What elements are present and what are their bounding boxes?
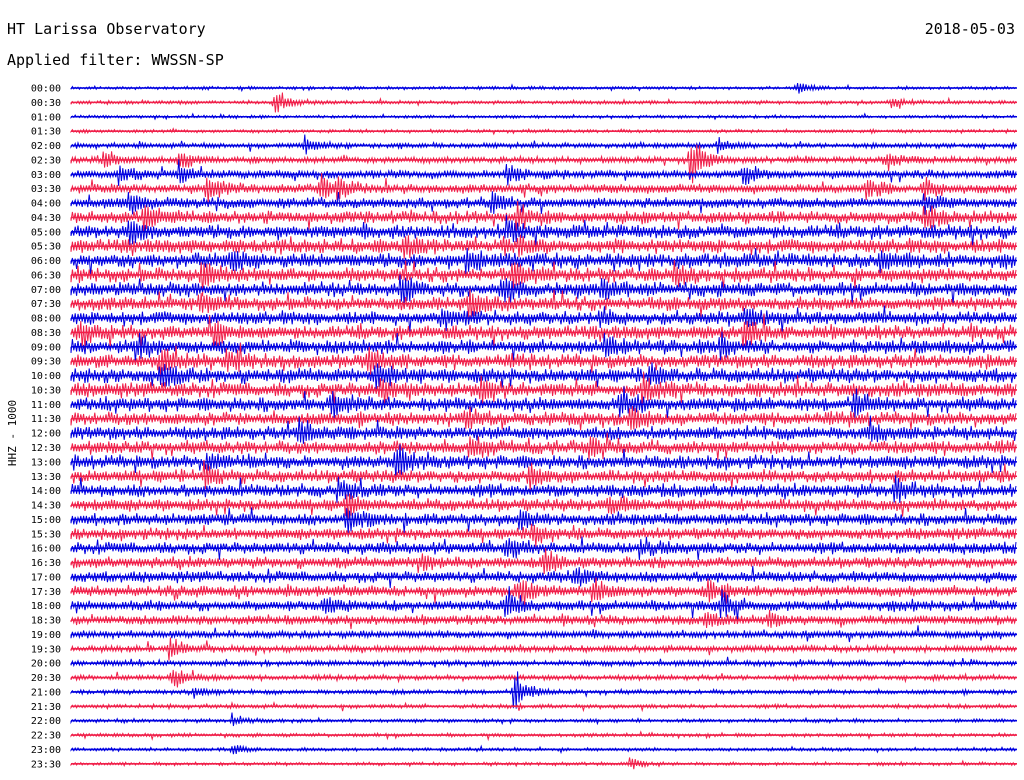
row-label: 03:00 <box>31 170 61 181</box>
row-label: 09:00 <box>31 342 61 353</box>
row-label: 04:30 <box>31 213 61 224</box>
row-label: 06:00 <box>31 256 61 267</box>
row-label: 18:30 <box>31 616 61 627</box>
row-label: 08:30 <box>31 328 61 339</box>
trace-line <box>70 712 1017 727</box>
row-label: 08:00 <box>31 314 61 325</box>
row-label: 04:00 <box>31 199 61 210</box>
row-label: 02:30 <box>31 155 61 166</box>
row-label: 05:00 <box>31 227 61 238</box>
row-label: 03:30 <box>31 184 61 195</box>
traces <box>70 83 1017 770</box>
trace-line <box>70 214 1017 247</box>
row-label: 18:00 <box>31 601 61 612</box>
row-label: 20:30 <box>31 673 61 684</box>
row-label: 21:30 <box>31 702 61 713</box>
row-label: 06:30 <box>31 270 61 281</box>
row-label: 14:00 <box>31 486 61 497</box>
trace-line <box>70 523 1017 547</box>
trace-line <box>70 159 1017 186</box>
row-label: 10:00 <box>31 371 61 382</box>
row-label: 07:30 <box>31 299 61 310</box>
trace-line <box>70 475 1017 503</box>
trace-line <box>70 548 1017 575</box>
row-label: 23:00 <box>31 745 61 756</box>
row-label: 11:00 <box>31 400 61 411</box>
trace-line <box>70 565 1017 589</box>
row-labels: 00:00 00:30 01:00 01:30 02:00 02:30 03:00 03:30… <box>31 84 61 771</box>
trace-line <box>70 134 1017 155</box>
row-label: 00:30 <box>31 98 61 109</box>
row-label: 23:30 <box>31 759 61 770</box>
row-label: 16:30 <box>31 558 61 569</box>
row-label: 13:00 <box>31 457 61 468</box>
row-label: 10:30 <box>31 385 61 396</box>
row-label: 01:00 <box>31 112 61 123</box>
row-label: 00:00 <box>31 84 61 95</box>
row-label: 12:00 <box>31 429 61 440</box>
row-label: 19:00 <box>31 630 61 641</box>
row-label: 22:00 <box>31 716 61 727</box>
row-label: 11:30 <box>31 414 61 425</box>
row-label: 15:00 <box>31 515 61 526</box>
trace-line <box>70 386 1017 420</box>
row-label: 22:30 <box>31 731 61 742</box>
row-label: 19:30 <box>31 644 61 655</box>
row-label: 09:30 <box>31 357 61 368</box>
row-label: 16:00 <box>31 544 61 555</box>
row-label: 21:00 <box>31 687 61 698</box>
date-label: 2018-05-03 <box>924 20 1015 38</box>
row-label: 01:30 <box>31 127 61 138</box>
trace-line <box>70 342 1017 379</box>
row-label: 14:30 <box>31 501 61 512</box>
row-label: 17:30 <box>31 587 61 598</box>
trace-line <box>70 669 1017 688</box>
row-label: 12:30 <box>31 443 61 454</box>
row-label: 15:30 <box>31 529 61 540</box>
trace-line <box>70 200 1017 233</box>
row-label: 02:00 <box>31 141 61 152</box>
row-label: 13:30 <box>31 472 61 483</box>
trace-line <box>70 656 1017 669</box>
trace-line <box>70 577 1017 608</box>
station-title: HT Larissa Observatory <box>7 20 206 38</box>
row-label: 17:00 <box>31 572 61 583</box>
filter-label: Applied filter: WWSSN-SP <box>7 51 224 69</box>
trace-line <box>70 172 1017 204</box>
trace-line <box>70 260 1017 297</box>
row-label: 07:00 <box>31 285 61 296</box>
trace-line <box>70 362 1017 391</box>
row-label: 05:30 <box>31 242 61 253</box>
row-label: 20:00 <box>31 659 61 670</box>
trace-line <box>70 459 1017 493</box>
trace-line <box>70 331 1017 364</box>
trace-line <box>70 247 1017 276</box>
